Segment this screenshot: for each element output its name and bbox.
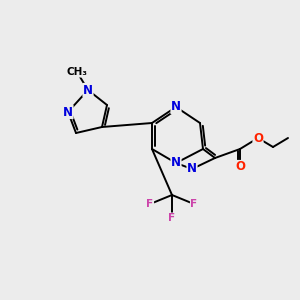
Text: CH₃: CH₃ (67, 67, 88, 77)
Text: F: F (146, 199, 154, 209)
Text: N: N (187, 163, 197, 176)
Text: N: N (171, 100, 181, 113)
Text: N: N (63, 106, 73, 118)
Text: F: F (168, 213, 175, 223)
Text: F: F (190, 199, 198, 209)
Text: O: O (235, 160, 245, 173)
Text: N: N (171, 157, 181, 169)
Text: O: O (253, 131, 263, 145)
Text: N: N (83, 83, 93, 97)
